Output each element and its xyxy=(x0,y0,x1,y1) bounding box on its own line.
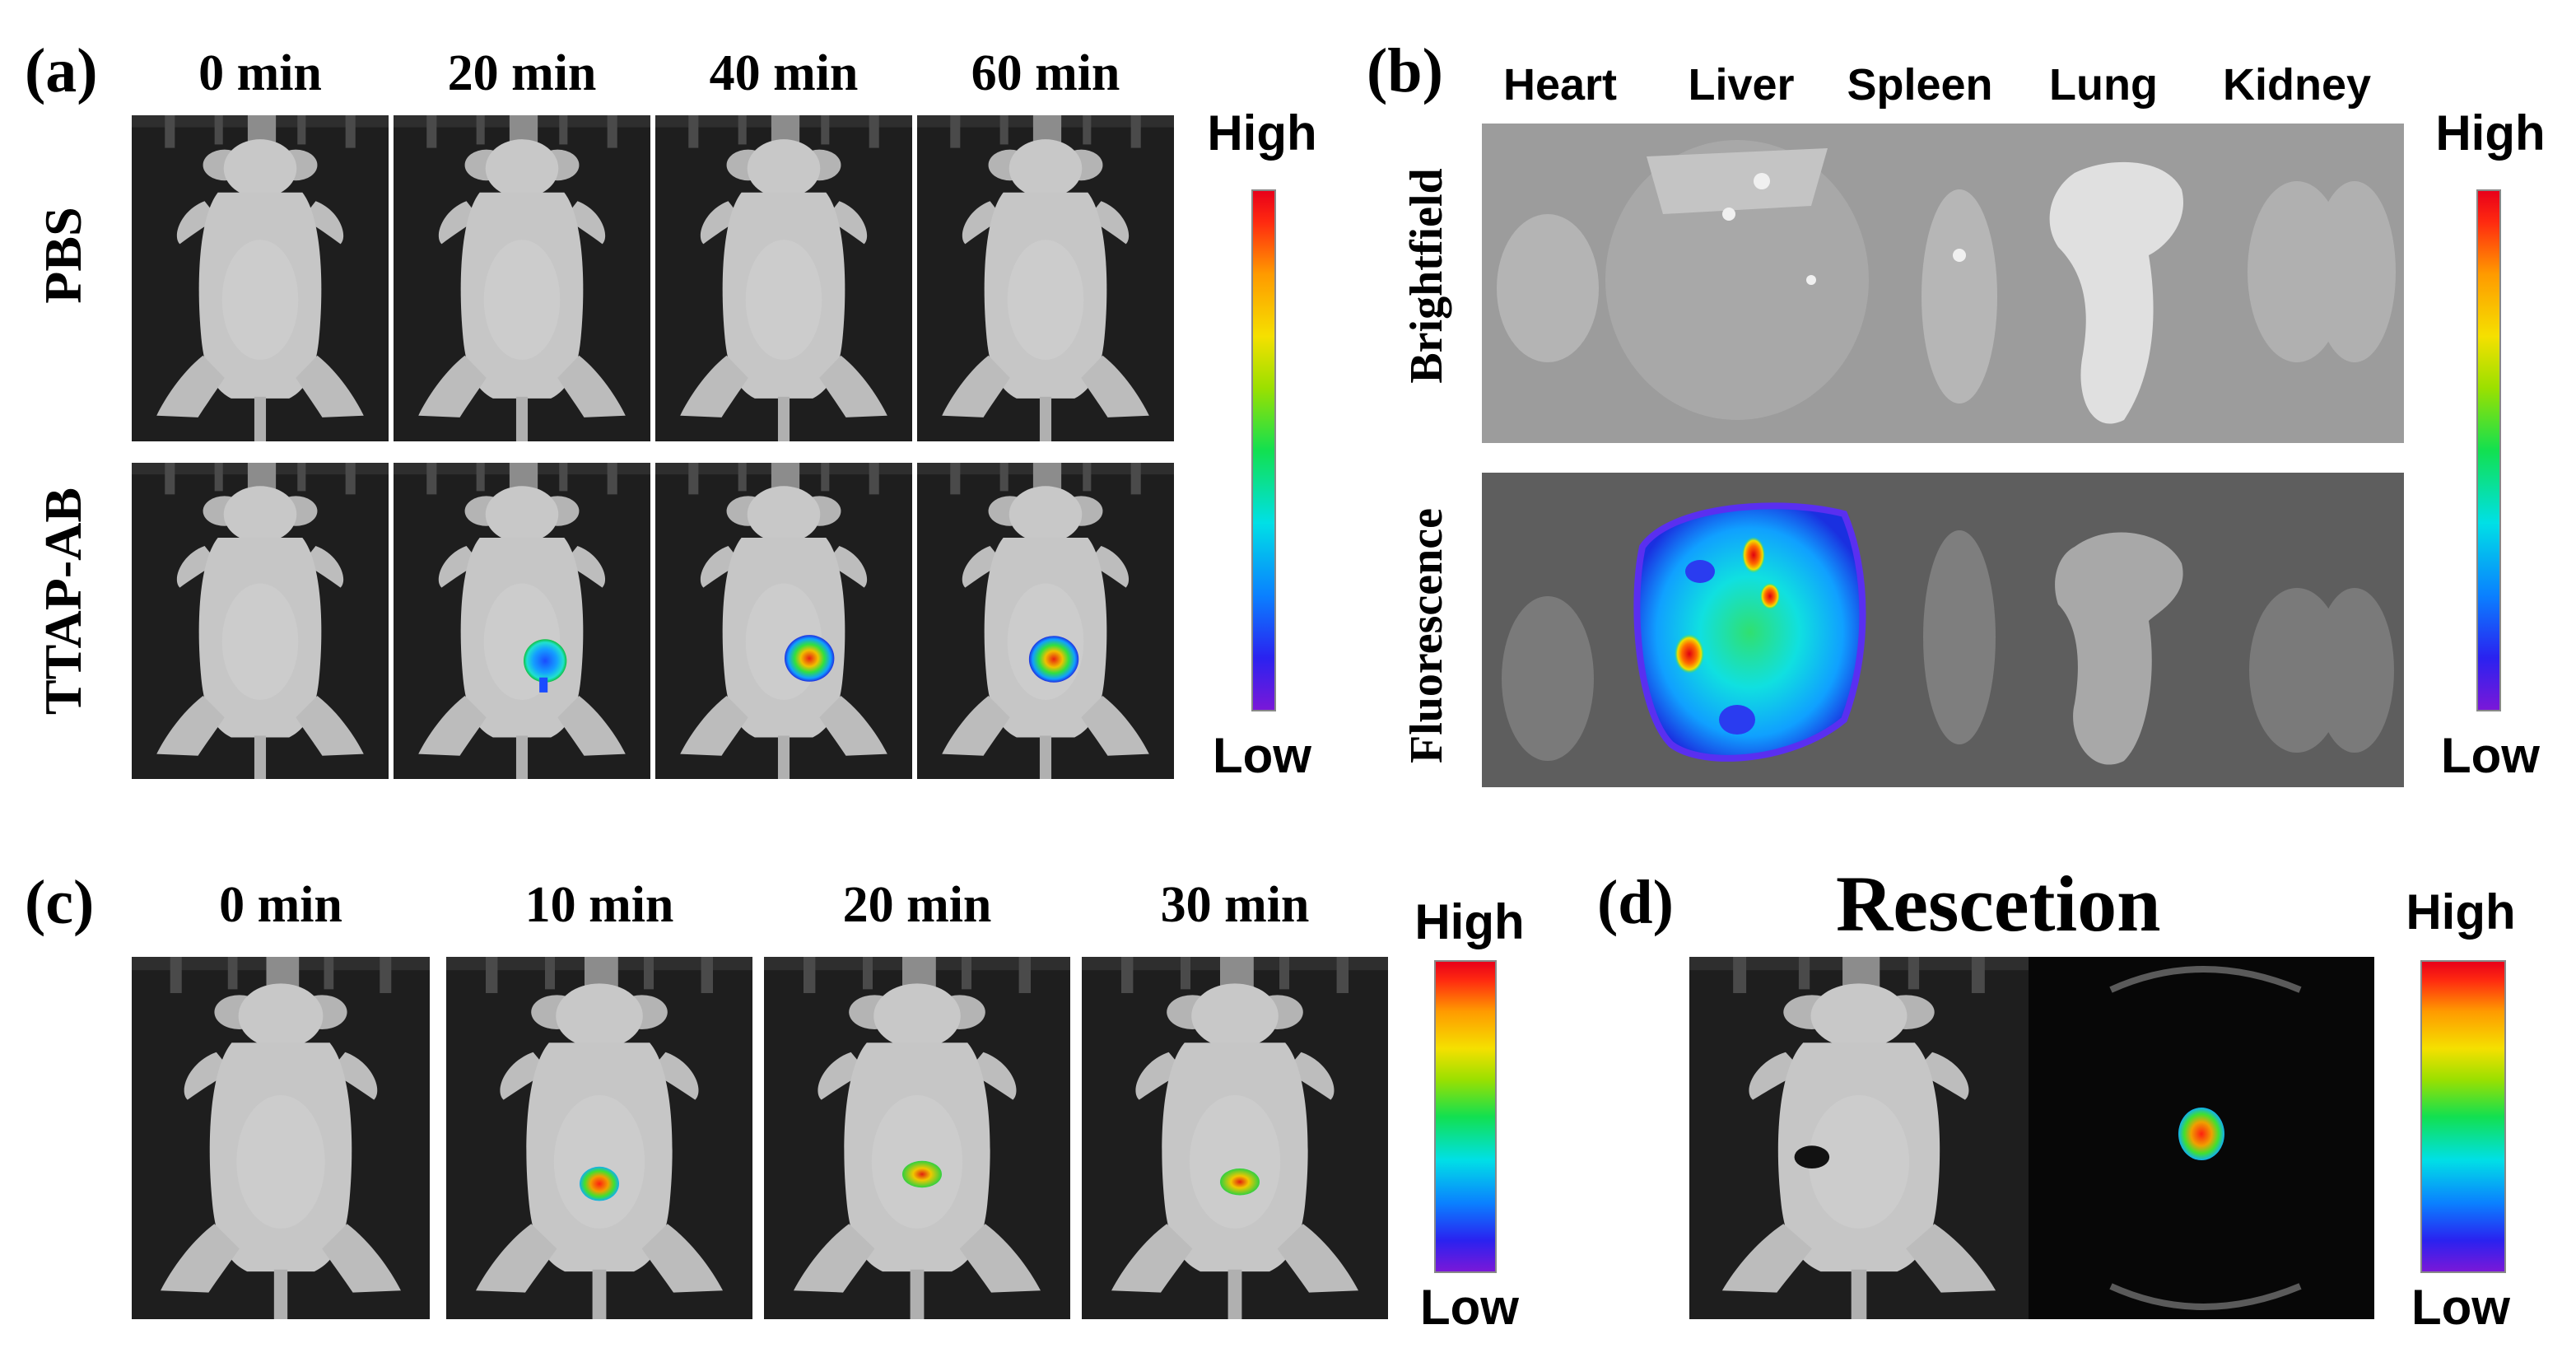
panel-d-colorbar-low: Low xyxy=(2411,1280,2510,1335)
panel-a-colorbar xyxy=(1251,189,1276,711)
panel-d-title: Rescetion xyxy=(1836,860,2161,948)
organ-label-spleen: Spleen xyxy=(1847,60,1993,110)
panel-a-label: (a) xyxy=(25,36,98,105)
mouse-image-c-20 xyxy=(764,957,1070,1319)
mouse-image-ttap-20 xyxy=(394,463,650,779)
panel-c-time-2: 20 min xyxy=(842,877,992,933)
mouse-image-pbs-60 xyxy=(917,115,1174,441)
organ-label-heart: Heart xyxy=(1502,60,1618,110)
panel-c-colorbar xyxy=(1434,960,1497,1273)
panel-b-row-brightfield: Brightfield xyxy=(1401,168,1452,384)
mouse-image-c-10 xyxy=(446,957,752,1319)
mouse-image-resection xyxy=(1689,957,2029,1319)
panel-c-time-3: 30 min xyxy=(1160,877,1310,933)
panel-b-label: (b) xyxy=(1367,36,1443,105)
panel-a-row-pbs: PBS xyxy=(34,207,92,304)
panel-b-colorbar xyxy=(2476,189,2501,711)
panel-a-time-3: 60 min xyxy=(971,45,1120,101)
panel-a-time-2: 40 min xyxy=(709,45,859,101)
panel-c-colorbar-high: High xyxy=(1414,894,1525,949)
panel-c-time-1: 10 min xyxy=(524,877,674,933)
panel-d-label: (d) xyxy=(1597,868,1674,937)
panel-a-row-ttap: TTAP-AB xyxy=(34,487,92,716)
organ-label-liver: Liver xyxy=(1688,60,1795,110)
panel-c-colorbar-low: Low xyxy=(1420,1280,1519,1335)
panel-a-colorbar-high: High xyxy=(1207,105,1317,161)
panel-a-colorbar-low: Low xyxy=(1213,728,1311,783)
organ-label-kidney: Kidney xyxy=(2222,60,2372,110)
brightfield-image xyxy=(1482,124,2404,443)
panel-b-colorbar-high: High xyxy=(2435,105,2546,161)
mouse-image-pbs-40 xyxy=(655,115,912,441)
panel-c-time-0: 0 min xyxy=(219,877,342,933)
mouse-image-c-0 xyxy=(132,957,430,1319)
mouse-image-ttap-40 xyxy=(655,463,912,779)
mouse-image-c-30 xyxy=(1082,957,1388,1319)
mouse-image-pbs-20 xyxy=(394,115,650,441)
panel-a-time-0: 0 min xyxy=(198,45,322,101)
mouse-image-ttap-0 xyxy=(132,463,389,779)
panel-b-row-fluorescence: Fluorescence xyxy=(1401,508,1452,763)
panel-c-label: (c) xyxy=(25,868,95,937)
organ-label-lung: Lung xyxy=(2049,60,2158,110)
resected-tumor-image xyxy=(2029,957,2374,1319)
panel-d-colorbar xyxy=(2420,960,2506,1273)
fluorescence-image xyxy=(1482,473,2404,787)
mouse-image-pbs-0 xyxy=(132,115,389,441)
panel-b-colorbar-low: Low xyxy=(2441,728,2540,783)
mouse-image-ttap-60 xyxy=(917,463,1174,779)
panel-d-colorbar-high: High xyxy=(2406,884,2516,940)
panel-a-time-1: 20 min xyxy=(447,45,597,101)
